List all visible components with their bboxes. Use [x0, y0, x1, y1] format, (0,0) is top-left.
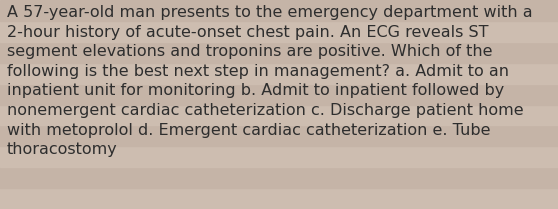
Bar [0, 63, 558, 84]
Bar [0, 125, 558, 146]
Text: A 57-year-old man presents to the emergency department with a
2-hour history of : A 57-year-old man presents to the emerge… [7, 5, 532, 157]
Bar [0, 146, 558, 167]
Bar [0, 188, 558, 209]
Bar [0, 0, 558, 21]
Bar [0, 84, 558, 104]
Bar [0, 42, 558, 63]
Bar [0, 21, 558, 42]
Bar [0, 167, 558, 188]
Bar [0, 104, 558, 125]
